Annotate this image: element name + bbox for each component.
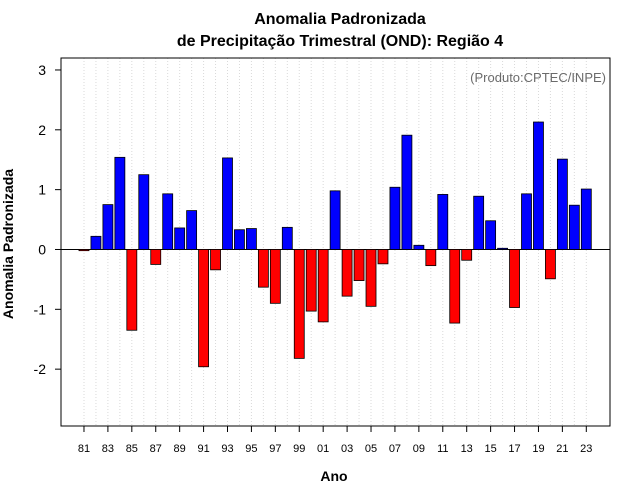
x-tick-label: 13 <box>461 443 473 455</box>
bar-87 <box>150 249 162 265</box>
bar-05 <box>365 249 377 307</box>
y-tick-label: 2 <box>38 122 46 138</box>
bar-98 <box>281 226 293 250</box>
bar-03 <box>341 249 353 297</box>
chart-title-line-1: Anomalia Padronizada <box>254 11 426 28</box>
x-tick-label: 89 <box>174 443 186 455</box>
bar-97 <box>269 249 281 304</box>
bar-99 <box>293 249 305 359</box>
x-tick-label: 97 <box>269 443 281 455</box>
bar-18 <box>521 193 532 250</box>
bar-21 <box>556 158 568 250</box>
bar-85 <box>126 249 138 331</box>
x-tick-label: 09 <box>413 443 425 455</box>
x-tick-label: 11 <box>437 443 448 455</box>
bar-92 <box>210 249 221 271</box>
bar-11 <box>437 194 449 250</box>
bar-83 <box>102 204 114 250</box>
x-tick-label: 93 <box>221 443 233 455</box>
plot-frame <box>60 57 611 427</box>
bar-22 <box>568 204 580 250</box>
bar-20 <box>545 249 556 280</box>
bar-15 <box>485 220 497 250</box>
bar-12 <box>449 249 461 324</box>
y-tick-label: 3 <box>38 62 46 78</box>
x-tick-label: 23 <box>580 443 592 455</box>
x-tick-label: 81 <box>78 443 90 455</box>
chart-title-line-2: de Precipitação Trimestral (OND): Região… <box>177 33 503 50</box>
bar-91 <box>198 249 209 368</box>
bar-02 <box>329 190 341 250</box>
bar-94 <box>234 229 245 250</box>
y-axis-label: Anomalia Padronizada <box>0 169 16 319</box>
bar-00 <box>305 249 317 312</box>
bar-84 <box>114 156 126 250</box>
y-tick-label: 0 <box>38 241 46 257</box>
x-tick-label: 03 <box>341 443 353 455</box>
bar-23 <box>580 188 592 250</box>
x-tick-label: 83 <box>102 443 114 455</box>
bar-95 <box>246 228 257 250</box>
bar-16 <box>497 247 508 250</box>
bar-17 <box>509 249 520 308</box>
bar-14 <box>473 195 485 250</box>
bar-08 <box>401 134 413 250</box>
bar-82 <box>90 235 102 250</box>
bar-04 <box>353 249 365 281</box>
y-tick-label: -2 <box>34 361 47 377</box>
bar-07 <box>389 186 401 250</box>
x-tick-label: 21 <box>556 443 568 455</box>
bar-86 <box>138 174 150 250</box>
x-tick-label: 95 <box>245 443 257 455</box>
x-tick-label: 15 <box>484 443 496 455</box>
x-tick-label: 19 <box>532 443 544 455</box>
bar-19 <box>533 121 544 250</box>
bar-90 <box>186 210 198 250</box>
x-tick-label: 99 <box>293 443 305 455</box>
y-axis: -2 -1 0 1 2 3 <box>34 62 61 377</box>
bar-06 <box>377 249 389 265</box>
x-tick-label: 01 <box>317 443 329 455</box>
bar-81 <box>78 249 90 252</box>
x-tick-label: 05 <box>365 443 377 455</box>
x-axis-label: Ano <box>320 468 347 484</box>
bar-88 <box>162 193 174 250</box>
y-tick-label: 1 <box>38 182 46 198</box>
x-tick-label: 17 <box>508 443 520 455</box>
y-tick-label: -1 <box>34 301 47 317</box>
bar-09 <box>413 244 425 250</box>
bar-89 <box>174 227 186 250</box>
x-axis: 81 83 85 87 89 91 93 95 97 99 01 03 05 07 09 11 13 15 17 19… <box>78 426 592 455</box>
bar-01 <box>317 249 329 323</box>
bars <box>78 121 592 368</box>
x-tick-label: 85 <box>126 443 138 455</box>
x-tick-label: 91 <box>197 443 209 455</box>
bar-93 <box>222 157 233 250</box>
bar-10 <box>425 249 437 267</box>
source-annotation: (Produto:CPTEC/INPE) <box>470 70 606 85</box>
x-tick-label: 87 <box>150 443 162 455</box>
bar-96 <box>257 249 269 288</box>
x-tick-label: 07 <box>389 443 401 455</box>
bar-13 <box>461 249 473 261</box>
